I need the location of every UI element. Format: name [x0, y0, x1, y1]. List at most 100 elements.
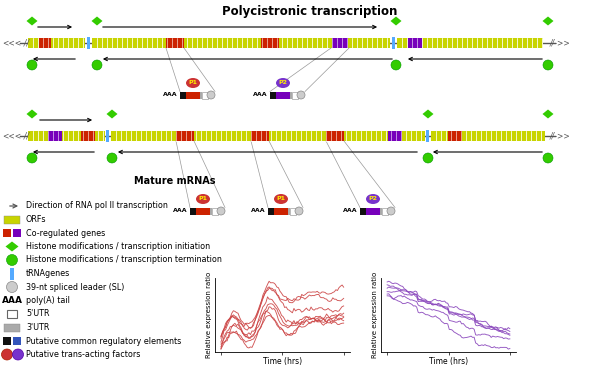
Ellipse shape: [196, 194, 210, 204]
Text: AAA: AAA: [343, 209, 358, 213]
Polygon shape: [91, 16, 103, 25]
Text: Direction of RNA pol II transcription: Direction of RNA pol II transcription: [26, 201, 168, 210]
Text: P2: P2: [278, 81, 287, 85]
Text: P2: P2: [368, 197, 377, 201]
Text: AAA: AAA: [251, 209, 266, 213]
Text: Putative common regulatory elements: Putative common regulatory elements: [26, 336, 181, 345]
Circle shape: [7, 254, 17, 266]
Ellipse shape: [186, 78, 200, 88]
Bar: [3, 337, 11, 345]
Bar: [4, 216, 20, 223]
Text: Polycistronic transcription: Polycistronic transcription: [223, 4, 398, 18]
Bar: [196, 207, 210, 214]
Text: tRNAgenes: tRNAgenes: [26, 269, 70, 278]
Text: P1: P1: [277, 197, 286, 201]
Text: Co-regulated genes: Co-regulated genes: [26, 229, 105, 238]
Bar: [425, 130, 428, 142]
Y-axis label: Relative expression ratio: Relative expression ratio: [372, 272, 378, 358]
Bar: [212, 207, 218, 214]
X-axis label: Time (hrs): Time (hrs): [429, 357, 468, 366]
Polygon shape: [391, 16, 401, 25]
Text: Histone modifications / transcription termination: Histone modifications / transcription te…: [26, 256, 222, 264]
Bar: [86, 37, 89, 49]
Bar: [176, 131, 194, 141]
Bar: [332, 38, 348, 48]
Bar: [111, 131, 425, 141]
Circle shape: [423, 153, 433, 163]
Bar: [39, 38, 51, 48]
Text: 39-nt spliced leader (SL): 39-nt spliced leader (SL): [26, 282, 124, 292]
Circle shape: [217, 207, 225, 215]
Text: AAA: AAA: [163, 93, 178, 97]
Text: 3'UTR: 3'UTR: [26, 323, 49, 332]
Circle shape: [107, 153, 117, 163]
Y-axis label: Relative expression ratio: Relative expression ratio: [206, 272, 212, 358]
Bar: [28, 38, 85, 48]
Bar: [290, 207, 296, 214]
Circle shape: [27, 153, 37, 163]
Text: poly(A) tail: poly(A) tail: [26, 296, 70, 305]
Bar: [166, 38, 184, 48]
Circle shape: [297, 91, 305, 99]
Bar: [274, 207, 288, 214]
Bar: [180, 91, 186, 98]
Circle shape: [13, 349, 23, 360]
Circle shape: [543, 60, 553, 70]
Polygon shape: [5, 241, 19, 251]
Bar: [48, 131, 62, 141]
Polygon shape: [542, 16, 554, 25]
Text: //->>: //->>: [550, 132, 571, 141]
Text: AAA: AAA: [173, 209, 188, 213]
Circle shape: [92, 60, 102, 70]
Circle shape: [7, 282, 17, 292]
Bar: [276, 91, 290, 98]
Text: Putative trans-acting factors: Putative trans-acting factors: [26, 350, 140, 359]
Text: P1: P1: [188, 81, 197, 85]
Bar: [268, 207, 290, 214]
Bar: [292, 91, 298, 98]
Bar: [180, 91, 202, 98]
Bar: [10, 267, 14, 279]
Text: Histone modifications / transcription initiation: Histone modifications / transcription in…: [26, 242, 210, 251]
Bar: [360, 207, 382, 214]
Bar: [81, 131, 95, 141]
Bar: [7, 310, 17, 318]
Polygon shape: [26, 16, 37, 25]
X-axis label: Time (hrs): Time (hrs): [263, 357, 302, 366]
Polygon shape: [107, 110, 118, 119]
Bar: [4, 323, 20, 332]
Bar: [360, 207, 366, 214]
Bar: [366, 207, 380, 214]
Bar: [13, 337, 21, 345]
Ellipse shape: [276, 78, 290, 88]
Bar: [190, 207, 212, 214]
Bar: [202, 91, 208, 98]
Bar: [448, 131, 462, 141]
Circle shape: [387, 207, 395, 215]
Bar: [13, 229, 21, 237]
Text: 5'UTR: 5'UTR: [26, 310, 49, 319]
Circle shape: [207, 91, 215, 99]
Ellipse shape: [274, 194, 288, 204]
Bar: [397, 38, 543, 48]
Bar: [388, 131, 402, 141]
Bar: [186, 91, 200, 98]
Bar: [92, 38, 390, 48]
Polygon shape: [542, 110, 554, 119]
Circle shape: [391, 60, 401, 70]
Text: <<<-//: <<<-//: [2, 38, 29, 47]
Circle shape: [1, 349, 13, 360]
Bar: [270, 91, 276, 98]
Bar: [261, 38, 279, 48]
Bar: [268, 207, 274, 214]
Bar: [251, 131, 269, 141]
Bar: [106, 130, 109, 142]
Text: //->>: //->>: [550, 38, 571, 47]
Text: AAA: AAA: [253, 93, 268, 97]
Bar: [431, 131, 545, 141]
Text: P1: P1: [199, 197, 208, 201]
Circle shape: [543, 153, 553, 163]
Polygon shape: [26, 110, 37, 119]
Text: Mature mRNAs: Mature mRNAs: [134, 176, 216, 186]
Text: <<<-//: <<<-//: [2, 132, 29, 141]
